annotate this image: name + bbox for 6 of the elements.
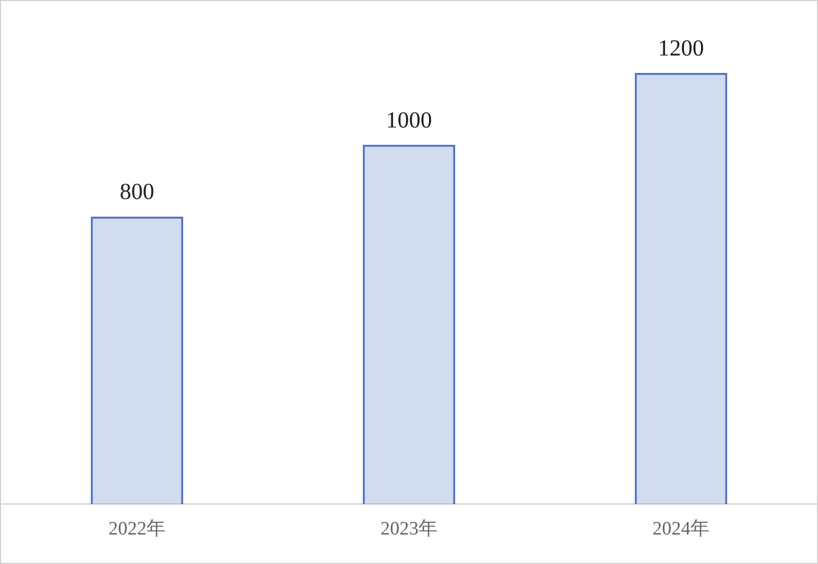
x-tick-label: 2024年: [652, 518, 710, 540]
x-tick-label: 2022年: [108, 518, 166, 540]
x-tick-label: 2023年: [380, 518, 438, 540]
data-label: 1200: [658, 35, 704, 60]
data-label: 1000: [386, 107, 432, 132]
data-label: 800: [120, 179, 154, 204]
